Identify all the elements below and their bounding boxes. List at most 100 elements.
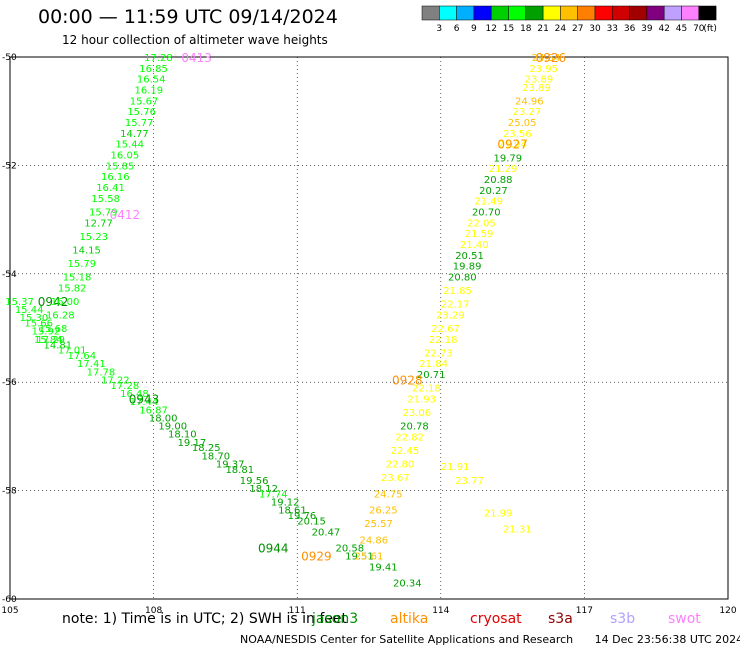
colorbar-swatch <box>421 5 440 21</box>
colorbar-swatch <box>594 5 613 21</box>
wave-height-point: 15.79 <box>89 207 118 218</box>
wave-height-point: 18.00 <box>149 413 178 424</box>
colorbar-label: 9 <box>471 24 477 34</box>
wave-height-point: 19.00 <box>158 422 187 433</box>
wave-height-point: 22.80 <box>386 460 415 471</box>
y-tick-label: -50 <box>2 53 17 63</box>
wave-height-point: 23.29 <box>436 310 465 321</box>
wave-height-point: 15.92 <box>32 327 61 338</box>
wave-height-point: 15.37 <box>5 297 34 308</box>
colorbar-label: 6 <box>454 24 460 34</box>
wave-height-point: 22.05 <box>467 218 496 229</box>
colorbar-label: 24 <box>555 24 567 34</box>
wave-height-point: 16.16 <box>101 172 130 183</box>
wave-height-point: 18.70 <box>202 451 231 462</box>
wave-height-point: 16.28 <box>46 310 75 321</box>
y-tick-label: -56 <box>2 378 17 388</box>
wave-height-point: 19.41 <box>369 562 398 573</box>
page-title: 00:00 — 11:59 UTC 09/14/2024 <box>38 6 338 28</box>
wave-height-point: 23.27 <box>513 107 542 118</box>
wave-height-point: 19.12 <box>271 497 300 508</box>
wave-height-point: 17.78 <box>87 367 116 378</box>
colorbar-label: 36 <box>624 24 636 34</box>
wave-height-point: 20.78 <box>400 422 429 433</box>
colorbar-swatch <box>525 5 544 21</box>
plot-frame <box>9 56 729 600</box>
wave-height-point: 14.15 <box>72 245 101 256</box>
wave-height-point: 15.68 <box>39 324 68 335</box>
wave-height-point: 24.86 <box>359 535 388 546</box>
colorbar-label: 42 <box>658 24 669 34</box>
wave-height-point: 23.67 <box>381 473 410 484</box>
wave-height-point: 25.57 <box>364 519 393 530</box>
y-tick-label: -54 <box>2 270 17 280</box>
wave-height-point: 12.77 <box>84 218 113 229</box>
colorbar-swatch <box>542 5 561 21</box>
wave-height-point: 23.95 <box>529 64 558 75</box>
wave-height-point: 20.34 <box>393 579 422 590</box>
wave-height-point: 22.73 <box>424 348 453 359</box>
wave-height-point: 16.85 <box>139 64 168 75</box>
y-tick-label: -58 <box>2 487 17 497</box>
wave-height-point: 22.17 <box>441 300 470 311</box>
colorbar-swatch <box>490 5 509 21</box>
wave-height-point: 20.27 <box>479 186 508 197</box>
wave-height-point: 25.61 <box>355 552 384 563</box>
satellite-legend-s3a: s3a <box>548 611 573 627</box>
wave-height-point: 21.59 <box>465 229 494 240</box>
footer-note: note: 1) Time is in UTC; 2) SWH is in fe… <box>62 611 348 627</box>
colorbar-swatch <box>560 5 578 21</box>
colorbar-unit: (ft) <box>703 24 717 34</box>
wave-height-point: 21.99 <box>484 508 513 519</box>
wave-height-point: 17.64 <box>67 351 96 362</box>
wave-height-point: 26.25 <box>369 506 398 517</box>
wave-height-point: 17.74 <box>259 489 288 500</box>
axis-ticks: 105 108 111 114 117 120 -50 -52 -54 -56 -58 -60 <box>1 53 736 616</box>
wave-height-point: 15.44 <box>115 140 144 151</box>
wave-height-point: 21.49 <box>474 197 503 208</box>
wave-height-point: 17.01 <box>58 346 87 357</box>
wave-height-point: 21.93 <box>407 394 436 405</box>
wave-height-point: 22.45 <box>391 446 420 457</box>
pass-time-label: 0928 <box>392 373 423 387</box>
wave-height-point: 20.88 <box>484 175 513 186</box>
wave-height-point: 20.70 <box>472 207 501 218</box>
wave-height-point: 15.85 <box>106 161 135 172</box>
colorbar-label: 27 <box>572 24 583 34</box>
wave-height-point: 25.05 <box>508 118 537 129</box>
wave-height-point: 14.77 <box>120 129 149 140</box>
wave-height-point: 20.71 <box>417 370 446 381</box>
pass-time-label: 0929 <box>301 550 332 564</box>
wave-height-point: 14.81 <box>44 340 73 351</box>
wave-height-point: 16.87 <box>139 405 168 416</box>
x-tick-label: 120 <box>719 606 736 616</box>
wave-height-point: 22.18 <box>412 384 441 395</box>
wave-height-point: 20.47 <box>312 527 341 538</box>
colorbar-swatch <box>456 5 475 21</box>
wave-height-point: 23.56 <box>503 129 532 140</box>
wave-height-point: 23.77 <box>455 476 484 487</box>
wave-height-point: 24.54 <box>532 53 561 64</box>
wave-height-point: 15.58 <box>91 194 120 205</box>
grid <box>10 57 728 599</box>
pass-time-label: 0927 <box>497 138 528 152</box>
wave-height-point: 15.18 <box>63 273 92 284</box>
wave-height-point: 24.96 <box>515 96 544 107</box>
pass-time-label: 0412 <box>110 208 141 222</box>
wave-height-point: 24.75 <box>374 489 403 500</box>
wave-height-point: 15.77 <box>125 118 154 129</box>
wave-height-point: 21.85 <box>443 286 472 297</box>
credit-line: NOAA/NESDIS Center for Satellite Applica… <box>240 633 740 646</box>
colorbar-label: 70 <box>693 24 705 34</box>
wave-height-point: 15.82 <box>58 283 87 294</box>
wave-height-point: 19.89 <box>453 262 482 273</box>
wave-height-point: 21.84 <box>419 359 448 370</box>
colorbar-swatch <box>681 5 700 21</box>
wave-height-point: 19.37 <box>216 460 245 471</box>
satellite-legend-cryosat: cryosat <box>470 611 522 627</box>
wave-height-point: 17.28 <box>111 381 140 392</box>
wave-height-point: 15.66 <box>24 319 53 330</box>
wave-height-point: 15.44 <box>15 305 44 316</box>
wave-height-point: 19.56 <box>240 476 269 487</box>
colorbar-swatch <box>646 5 665 21</box>
